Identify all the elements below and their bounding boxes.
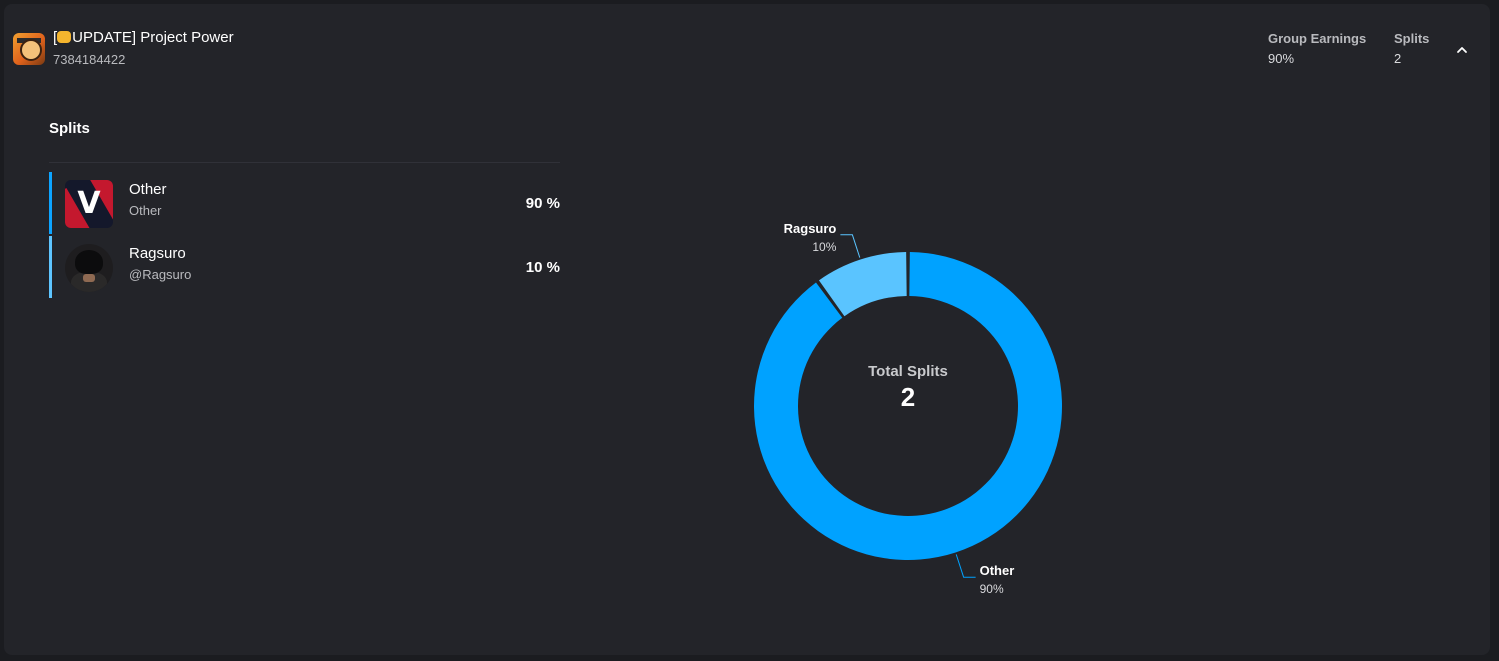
leader-line	[840, 234, 861, 258]
split-name: Other	[129, 181, 167, 198]
group-earnings-value: 90%	[1268, 51, 1295, 66]
game-id: 7384184422	[53, 52, 126, 67]
group-earnings-label: Group Earnings	[1268, 31, 1367, 46]
leader-line	[955, 554, 976, 578]
split-row-ragsuro[interactable]: Ragsuro @Ragsuro 10 %	[49, 236, 560, 298]
split-subtitle: @Ragsuro	[129, 267, 192, 282]
slice-label: Other	[980, 563, 1015, 578]
avatar: V	[65, 180, 113, 228]
card-header: [ UPDATE] Project Power 7384184422 Group …	[4, 4, 1490, 84]
game-splits-card: [ UPDATE] Project Power 7384184422 Group …	[4, 4, 1490, 655]
donut-slice-ragsuro[interactable]	[818, 252, 907, 317]
chart-center-label: Total Splits	[868, 363, 948, 380]
collapse-button[interactable]	[1450, 38, 1474, 62]
slice-value-label: 10%	[812, 240, 836, 254]
split-color-bar	[49, 172, 52, 234]
split-percent: 10 %	[525, 259, 560, 276]
split-row-other[interactable]: V Other Other 90 %	[49, 172, 560, 234]
game-title-text: UPDATE] Project Power	[72, 29, 234, 46]
chevron-up-icon	[1457, 47, 1467, 53]
slice-value-label: 90%	[980, 582, 1004, 596]
splits-donut-chart: Other 90% Ragsuro 10% Total Splits 2	[754, 221, 1062, 596]
split-color-bar	[49, 236, 52, 298]
chart-center-value: 2	[901, 382, 915, 412]
slice-label: Ragsuro	[784, 221, 837, 236]
avatar	[65, 244, 113, 292]
splits-count-label: Splits	[1394, 31, 1430, 46]
game-thumbnail	[13, 33, 45, 65]
split-subtitle: Other	[129, 203, 162, 218]
divider	[49, 162, 560, 163]
fist-icon	[57, 31, 72, 43]
split-name: Ragsuro	[129, 245, 186, 262]
game-title: [ UPDATE] Project Power	[53, 29, 234, 46]
splits-heading: Splits	[49, 120, 90, 137]
split-percent: 90 %	[525, 195, 560, 212]
game-title-prefix: [	[53, 29, 58, 46]
splits-count-value: 2	[1394, 51, 1402, 66]
